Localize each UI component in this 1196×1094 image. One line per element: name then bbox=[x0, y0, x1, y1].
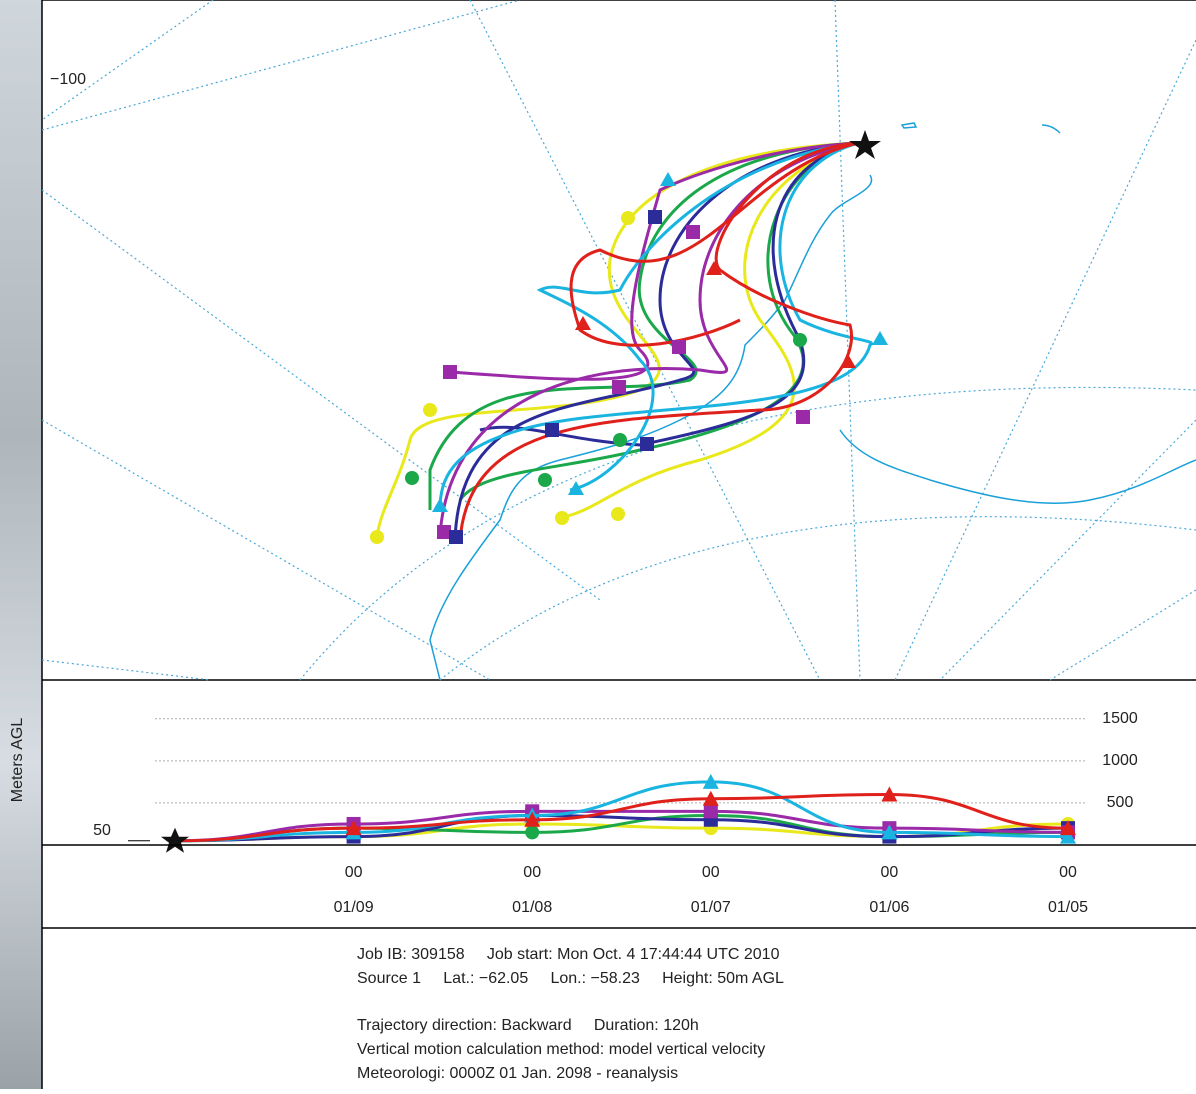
source-star bbox=[161, 827, 189, 853]
coastline bbox=[900, 122, 1061, 134]
y-tick-label: 500 bbox=[1107, 794, 1134, 811]
y-axis-label: Meters AGL bbox=[9, 718, 26, 803]
coastline bbox=[429, 174, 873, 681]
grid-line bbox=[41, 0, 521, 131]
marker bbox=[345, 820, 362, 836]
coastline bbox=[839, 429, 1196, 504]
x-tick-label: 00 bbox=[523, 864, 541, 881]
marker bbox=[1060, 820, 1076, 836]
x-tick-label: 00 bbox=[1059, 864, 1077, 881]
trajectory bbox=[438, 141, 859, 536]
x-date-label: 01/09 bbox=[334, 899, 374, 916]
height-line bbox=[174, 780, 1069, 843]
x-tick-label: 00 bbox=[881, 864, 899, 881]
x-tick-label: 00 bbox=[345, 864, 363, 881]
x-date-label: 01/06 bbox=[869, 899, 909, 916]
trajectory bbox=[559, 141, 859, 520]
footer-line: Source 1 Lat.: −62.05 Lon.: −58.23 Heigh… bbox=[357, 970, 784, 987]
y-tick-label: 1000 bbox=[1102, 752, 1138, 769]
x-date-label: 01/05 bbox=[1048, 899, 1088, 916]
marker bbox=[525, 825, 540, 840]
trajectory-markers bbox=[370, 172, 888, 544]
grid-line bbox=[299, 386, 1196, 681]
footer-line: Trajectory direction: Backward Duration:… bbox=[357, 1017, 699, 1034]
footer-line: Job IB: 309158 Job start: Mon Oct. 4 17:… bbox=[357, 946, 780, 963]
grid-line bbox=[41, 0, 1196, 681]
grid-label: −100 bbox=[50, 71, 86, 88]
x-date-label: 01/08 bbox=[512, 899, 552, 916]
marker bbox=[702, 790, 719, 806]
marker bbox=[881, 786, 898, 802]
trajectory bbox=[569, 141, 859, 347]
height-line bbox=[174, 792, 1069, 843]
x-date-label: 01/07 bbox=[691, 899, 731, 916]
trajectory bbox=[536, 141, 859, 492]
marker bbox=[524, 811, 541, 827]
map: −100 bbox=[41, 0, 1196, 681]
height-plot: 500 1000 1500 50 00 01/09 00 01/08 00 01/07 00 01/0… bbox=[93, 710, 1138, 916]
trajectory bbox=[375, 141, 859, 538]
height-line bbox=[174, 809, 1069, 843]
marker bbox=[702, 773, 719, 789]
footer-line: Meteorologi: 0000Z 01 Jan. 2098 - reanal… bbox=[357, 1065, 678, 1082]
start-height-label: 50 bbox=[93, 822, 111, 839]
marker bbox=[703, 804, 718, 819]
side-image bbox=[0, 0, 42, 1089]
x-tick-label: 00 bbox=[702, 864, 720, 881]
height-line bbox=[174, 814, 1069, 843]
marker bbox=[881, 824, 898, 840]
y-tick-label: 1500 bbox=[1102, 710, 1138, 727]
marker bbox=[1060, 828, 1076, 844]
trajectory bbox=[449, 141, 859, 381]
footer: Job IB: 309158 Job start: Mon Oct. 4 17:… bbox=[357, 946, 784, 1082]
footer-line: Vertical motion calculation method: mode… bbox=[357, 1041, 765, 1058]
source-star bbox=[849, 130, 881, 159]
